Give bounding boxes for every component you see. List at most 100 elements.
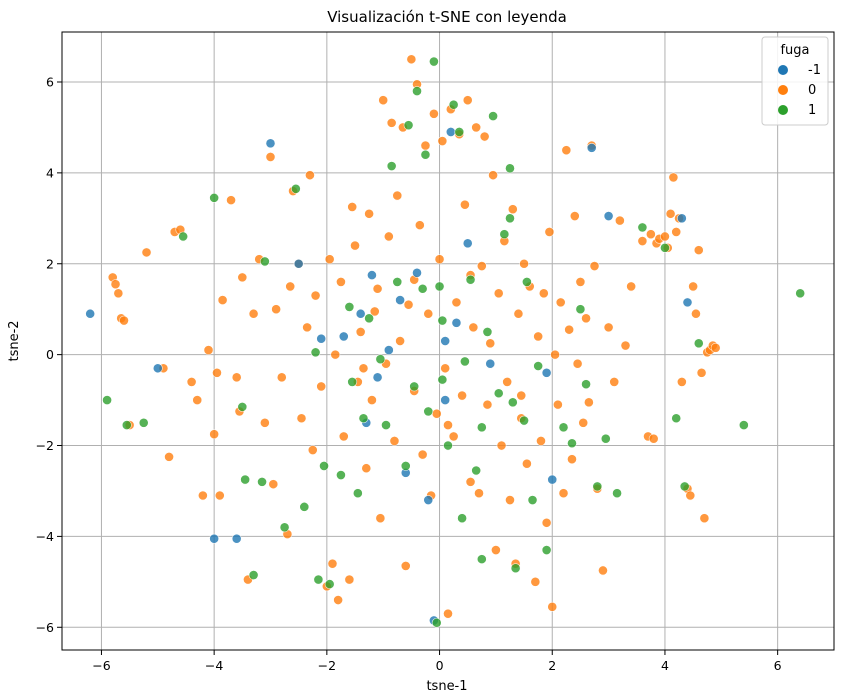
scatter-point-fuga-0	[113, 288, 124, 299]
scatter-point-fuga-1	[138, 417, 149, 428]
scatter-point-fuga--1	[462, 238, 473, 249]
scatter-point-fuga-0	[668, 172, 679, 183]
scatter-point-fuga-1	[417, 283, 428, 294]
scatter-point-fuga-0	[544, 227, 555, 237]
scatter-point-fuga--1	[451, 317, 462, 328]
scatter-point-fuga-1	[465, 274, 476, 285]
scatter-point-fuga-0	[490, 545, 501, 555]
scatter-point-fuga-1	[240, 474, 251, 485]
scatter-point-fuga--1	[547, 474, 558, 485]
scatter-point-fuga-0	[620, 340, 631, 351]
scatter-point-fuga--1	[445, 127, 456, 137]
scatter-point-fuga-1	[347, 376, 358, 387]
scatter-point-fuga-0	[324, 254, 335, 265]
y-tick-label: 6	[46, 74, 54, 89]
scatter-point-fuga-0	[648, 433, 659, 444]
scatter-point-fuga--1	[367, 270, 377, 281]
scatter-point-fuga-1	[527, 495, 538, 505]
scatter-point-fuga--1	[85, 308, 96, 319]
scatter-point-fuga-0	[505, 495, 515, 505]
scatter-point-fuga--1	[209, 533, 220, 544]
scatter-point-fuga-0	[550, 349, 560, 360]
scatter-point-fuga-0	[564, 324, 575, 335]
scatter-point-fuga-0	[443, 608, 453, 619]
x-tick-label: 6	[774, 658, 782, 673]
scatter-point-fuga-0	[507, 204, 518, 215]
scatter-point-fuga--1	[485, 358, 496, 369]
scatter-point-fuga-0	[471, 122, 482, 133]
scatter-point-fuga-0	[688, 281, 699, 292]
scatter-point-fuga-1	[364, 313, 375, 324]
scatter-point-fuga-1	[409, 381, 420, 392]
scatter-point-fuga-0	[457, 390, 467, 401]
scatter-point-fuga-0	[226, 195, 236, 206]
scatter-point-fuga-0	[431, 408, 442, 419]
scatter-point-fuga-0	[429, 108, 439, 119]
scatter-point-fuga-0	[482, 399, 493, 410]
x-axis-ticks: −6 −4 −2 0 2 4 6	[92, 650, 782, 673]
scatter-point-fuga-0	[217, 295, 228, 306]
legend-marker-0	[778, 85, 788, 95]
scatter-point-fuga-0	[383, 231, 394, 242]
scatter-point-fuga-0	[485, 338, 496, 349]
scatter-point-fuga-0	[614, 215, 625, 226]
scatter-point-fuga-1	[592, 481, 603, 492]
scatter-point-fuga-1	[575, 304, 586, 315]
scatter-point-fuga-1	[476, 554, 487, 565]
scatter-point-fuga-0	[386, 117, 397, 128]
scatter-point-fuga--1	[395, 295, 406, 306]
scatter-point-fuga-1	[392, 277, 403, 287]
scatter-point-fuga--1	[682, 297, 693, 308]
scatter-point-fuga--1	[265, 138, 276, 149]
scatter-point-fuga-0	[302, 322, 313, 333]
legend-label: -1	[808, 63, 821, 78]
scatter-point-fuga-0	[581, 313, 591, 324]
scatter-point-fuga-1	[671, 413, 682, 424]
scatter-point-fuga-0	[197, 490, 208, 501]
scatter-point-fuga-0	[547, 601, 558, 612]
scatter-point-fuga-0	[710, 342, 721, 353]
scatter-point-fuga-1	[121, 420, 132, 430]
scatter-point-fuga-1	[290, 183, 301, 194]
scatter-point-fuga-1	[358, 413, 369, 424]
scatter-point-fuga-1	[795, 288, 806, 299]
scatter-point-fuga-0	[555, 297, 566, 308]
scatter-point-fuga-1	[313, 574, 324, 585]
scatter-point-fuga-1	[637, 222, 648, 233]
scatter-point-fuga-1	[499, 229, 510, 240]
scatter-point-fuga-1	[352, 488, 363, 499]
scatter-point-fuga--1	[676, 213, 687, 224]
scatter-point-fuga-0	[479, 131, 490, 142]
y-tick-label: 0	[46, 347, 54, 362]
scatter-point-fuga-0	[567, 454, 577, 465]
legend-items: -1 0 1	[778, 63, 821, 118]
scatter-point-fuga-0	[203, 345, 214, 355]
plot-frame	[61, 31, 835, 651]
scatter-point-fuga-0	[276, 372, 287, 383]
scatter-point-fuga-1	[558, 422, 569, 433]
scatter-point-fuga-0	[420, 140, 431, 151]
scatter-point-fuga-1	[344, 302, 355, 312]
scatter-point-fuga--1	[372, 372, 383, 383]
scatter-point-fuga-1	[541, 545, 552, 555]
legend-marker-1	[778, 105, 788, 115]
scatter-point-fuga-0	[214, 490, 225, 501]
scatter-point-fuga--1	[412, 267, 422, 278]
scatter-point-fuga-0	[406, 54, 417, 65]
legend-title: fuga	[780, 43, 809, 58]
scatter-point-fuga-0	[440, 363, 451, 374]
scatter-point-fuga-0	[268, 479, 279, 490]
scatter-point-fuga-0	[583, 397, 594, 408]
scatter-point-fuga-0	[575, 277, 586, 287]
scatter-point-fuga-0	[209, 429, 220, 440]
x-tick-label: −6	[92, 658, 110, 673]
scatter-point-fuga-0	[231, 372, 242, 383]
scatter-point-fuga-1	[519, 415, 529, 426]
scatter-point-fuga-1	[600, 433, 611, 444]
legend: fuga -1 0 1	[761, 36, 829, 126]
scatter-point-fuga-0	[496, 440, 507, 451]
scatter-point-fuga-1	[423, 406, 434, 417]
scatter-point-fuga-1	[476, 422, 487, 433]
scatter-point-fuga-0	[333, 595, 344, 605]
scatter-point-fuga-0	[369, 306, 380, 317]
